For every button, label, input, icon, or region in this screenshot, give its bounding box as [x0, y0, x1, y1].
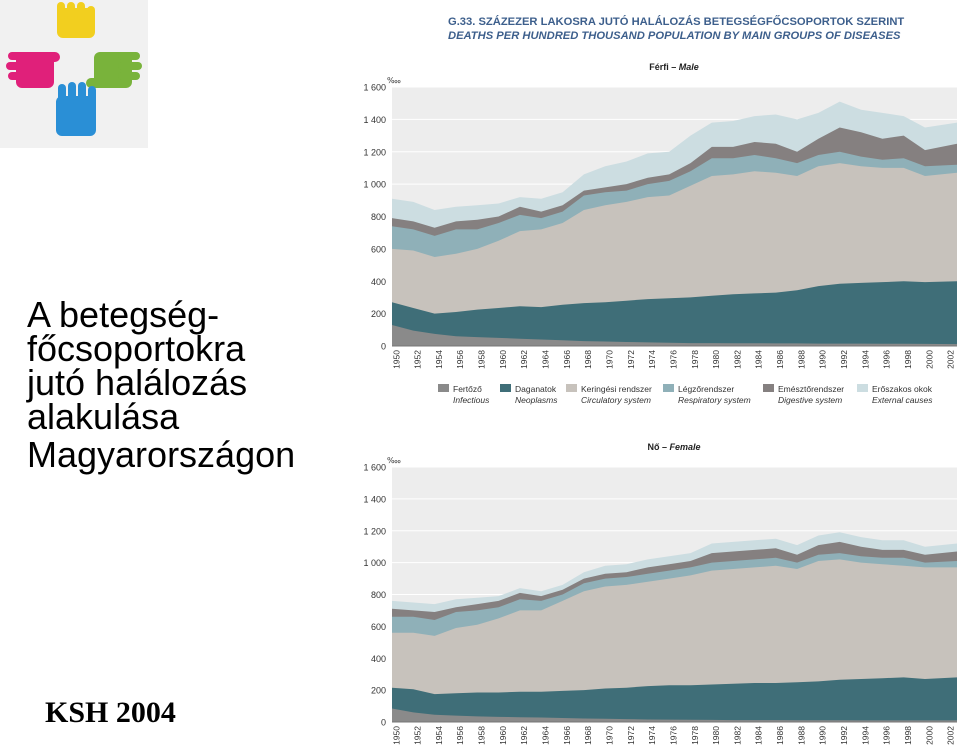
x-tick-label: 1962 — [519, 350, 529, 369]
slide-title-line: A betegség- — [27, 294, 220, 335]
x-tick-label: 1954 — [434, 350, 444, 369]
x-tick-label: 2000 — [924, 350, 934, 369]
x-tick-label: 1960 — [498, 350, 508, 369]
x-tick-label: 1978 — [690, 350, 700, 369]
blue-hand-icon — [56, 82, 96, 136]
x-tick-label: 1952 — [413, 350, 423, 369]
y-tick-label: 400 — [371, 277, 386, 287]
figure-heading: G.33. SZÁZEZER LAKOSRA JUTÓ HALÁLOZÁS BE… — [448, 15, 948, 43]
x-tick-label: 1980 — [711, 350, 721, 369]
source-label: KSH 2004 — [45, 696, 176, 729]
figure-title-hu: G.33. SZÁZEZER LAKOSRA JUTÓ HALÁLOZÁS BE… — [448, 16, 905, 28]
x-tick-label: 1974 — [647, 350, 657, 369]
area-series-2 — [392, 281, 957, 346]
x-tick-label: 1970 — [604, 350, 614, 369]
x-tick-label: 1966 — [562, 350, 572, 369]
y-tick-label: 800 — [371, 212, 386, 222]
slide-title: A betegség- főcsoportokra jutó halálozás… — [27, 294, 347, 475]
x-tick-label: 1956 — [455, 350, 465, 369]
unit-label: ‱ — [387, 76, 401, 85]
chart-title-hu: Férfi – — [649, 62, 679, 72]
x-tick-label: 1950 — [391, 350, 401, 369]
green-hand-icon — [86, 52, 142, 88]
area-series-1 — [392, 325, 957, 346]
chart-title-en: Male — [679, 62, 699, 72]
x-tick-label: 1986 — [775, 350, 785, 369]
x-tick-label: 1982 — [732, 350, 742, 369]
y-tick-label: 1 200 — [363, 147, 386, 157]
y-tick-label: 1 600 — [363, 83, 386, 93]
x-tick-label: 1988 — [796, 350, 806, 369]
chart-title: Férfi – Male — [649, 62, 699, 72]
slide-title-line: jutó halálozás — [27, 362, 248, 403]
slide-title-line: alakulása — [27, 396, 180, 437]
y-tick-label: 200 — [371, 309, 386, 319]
y-tick-label: 1 400 — [363, 115, 386, 125]
y-tick-label: 0 — [381, 342, 386, 352]
x-tick-label: 1972 — [626, 350, 636, 369]
x-tick-label: 1994 — [860, 350, 870, 369]
x-tick-label: 1990 — [818, 350, 828, 369]
figure-title-en: DEATHS PER HUNDRED THOUSAND POPULATION B… — [448, 30, 901, 42]
y-tick-label: 1 000 — [363, 180, 386, 190]
slide-title-line: Magyarországon — [27, 434, 296, 475]
x-tick-label: 1976 — [668, 350, 678, 369]
yellow-hand-icon — [57, 2, 95, 38]
x-tick-label: 1984 — [754, 350, 764, 369]
x-tick-label: 1992 — [839, 350, 849, 369]
x-tick-label: 1958 — [477, 350, 487, 369]
x-tick-label: 1998 — [903, 350, 913, 369]
x-tick-label: 2002 — [946, 350, 956, 369]
x-tick-label: 1996 — [882, 350, 892, 369]
four-hands-cross-logo — [0, 0, 148, 148]
x-tick-label: 1964 — [541, 350, 551, 369]
y-tick-label: 600 — [371, 244, 386, 254]
pink-hand-icon — [6, 52, 60, 88]
x-tick-label: 1968 — [583, 350, 593, 369]
slide-title-line: főcsoportokra — [27, 328, 246, 369]
